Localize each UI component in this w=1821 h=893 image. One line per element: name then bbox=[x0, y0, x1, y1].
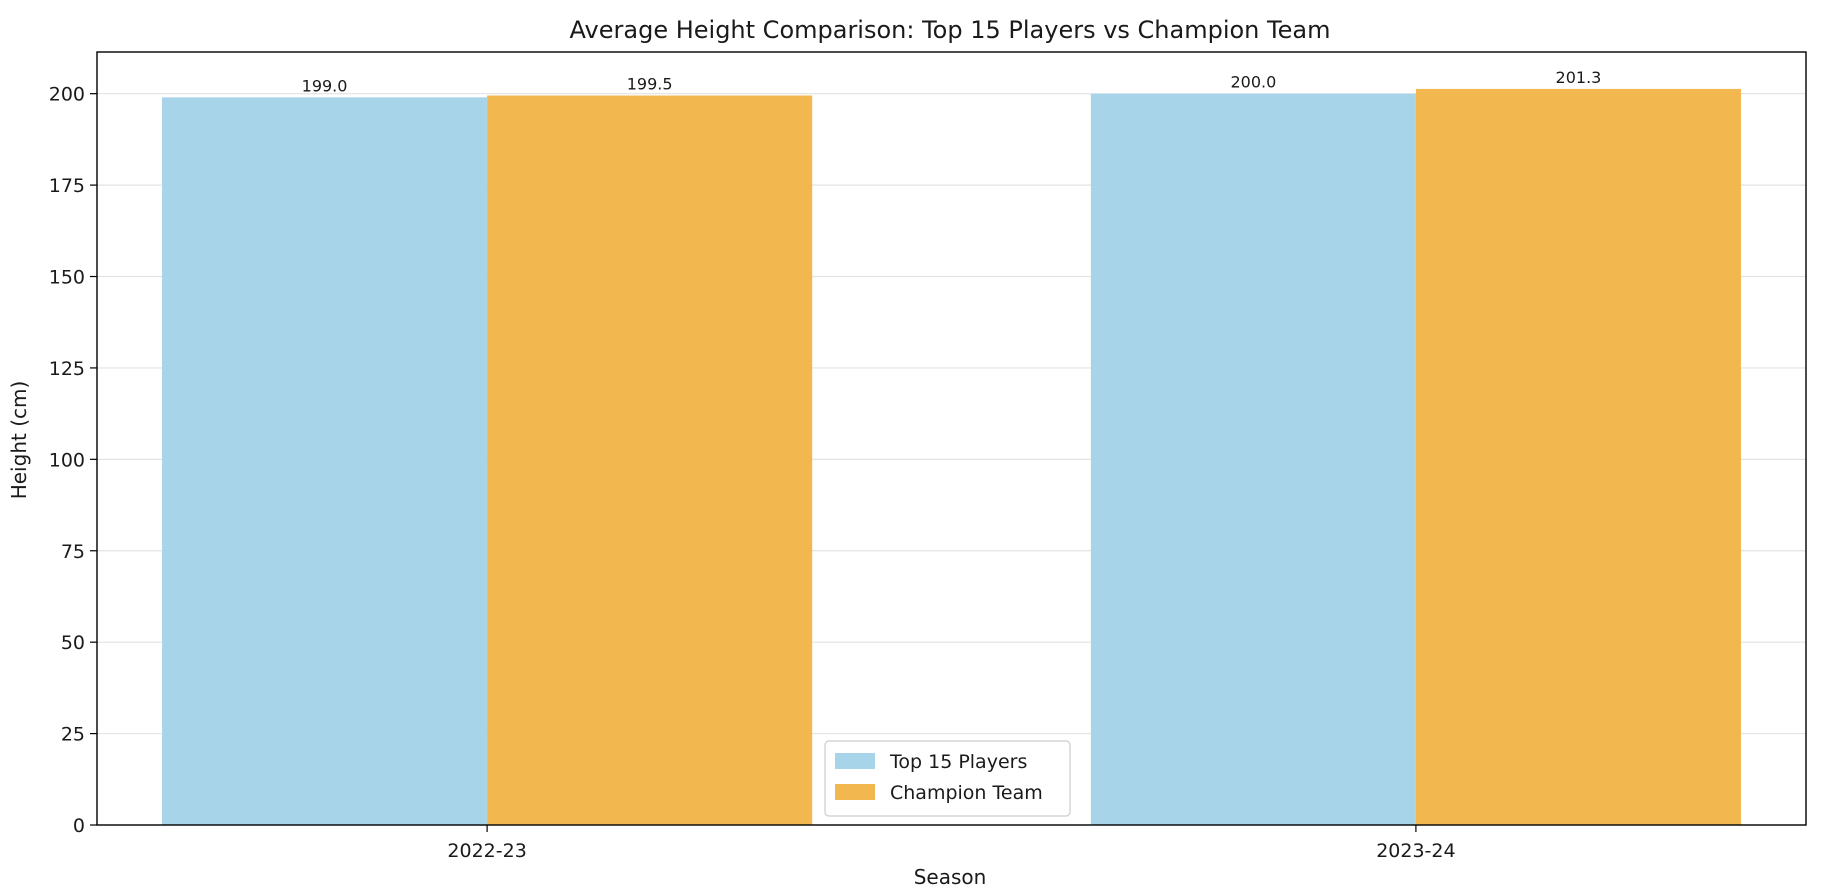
legend: Top 15 Players Champion Team bbox=[824, 740, 1071, 817]
y-tick-label: 50 bbox=[61, 632, 85, 654]
legend-label: Champion Team bbox=[890, 782, 1043, 804]
y-tick-label: 25 bbox=[61, 724, 85, 746]
bar-top15-2023-24 bbox=[1090, 93, 1416, 826]
y-tick-label: 200 bbox=[49, 84, 85, 106]
bar-champion-2022-23 bbox=[487, 95, 813, 825]
legend-swatch bbox=[835, 753, 875, 769]
bar-top15-2022-23 bbox=[162, 97, 488, 825]
x-tick-label: 2022-23 bbox=[447, 840, 526, 862]
y-tick-label: 0 bbox=[73, 815, 85, 837]
bar-value-label: 199.5 bbox=[627, 75, 673, 94]
chart-title: Average Height Comparison: Top 15 Player… bbox=[570, 16, 1331, 44]
y-tick-label: 75 bbox=[61, 541, 85, 563]
bar-value-label: 200.0 bbox=[1230, 73, 1276, 92]
legend-label: Top 15 Players bbox=[889, 751, 1027, 773]
y-tick-label: 150 bbox=[49, 267, 85, 289]
x-axis-label: Season bbox=[914, 865, 987, 889]
y-tick-label: 175 bbox=[49, 175, 85, 197]
y-tick-label: 125 bbox=[49, 358, 85, 380]
y-tick-label: 100 bbox=[49, 449, 85, 471]
y-axis-label: Height (cm) bbox=[7, 381, 31, 500]
plot-area-frame bbox=[96, 51, 1807, 826]
bar-champion-2023-24 bbox=[1415, 88, 1741, 826]
x-tick-label: 2023-24 bbox=[1376, 840, 1455, 862]
legend-box bbox=[824, 740, 1071, 817]
bar-value-label: 201.3 bbox=[1556, 68, 1602, 87]
legend-swatch bbox=[835, 784, 875, 800]
bar-value-label: 199.0 bbox=[302, 76, 348, 95]
